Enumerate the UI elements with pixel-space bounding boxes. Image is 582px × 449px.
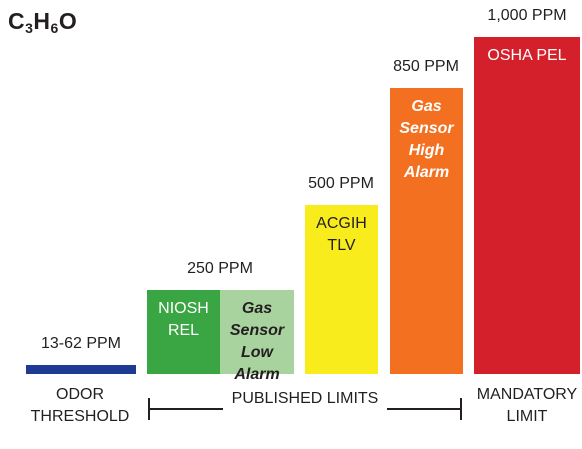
- category-label-mandatory-limit: MANDATORY LIMIT: [447, 384, 582, 428]
- bracket-right-tick: [460, 398, 462, 420]
- bar-gas-high: [390, 88, 463, 374]
- bar-text-line: Sensor: [229, 322, 285, 339]
- category-label-line: PUBLISHED LIMITS: [231, 390, 379, 407]
- bar-text-line: Low: [241, 344, 273, 361]
- bar-text-line: TLV: [327, 237, 356, 254]
- value-label-niosh: 250 PPM: [187, 260, 253, 277]
- bar-text-gas-high: Gas Sensor High Alarm: [390, 96, 463, 184]
- bar-text-niosh: NIOSH REL: [147, 298, 220, 342]
- category-label-published-limits: PUBLISHED LIMITS: [223, 388, 387, 410]
- value-label-gas-high: 850 PPM: [393, 58, 459, 75]
- bar-niosh: [147, 290, 220, 374]
- category-label-line: LIMIT: [506, 408, 548, 425]
- bar-text-line: Sensor: [399, 120, 454, 137]
- bar-text-line: Gas: [241, 300, 273, 317]
- bar-acgih: [305, 205, 378, 374]
- formula-c-subscript: 3: [25, 20, 34, 36]
- category-label-line: ODOR: [56, 386, 104, 403]
- bar-text-line: OSHA PEL: [487, 47, 567, 64]
- bar-osha: [474, 37, 580, 374]
- bar-text-line: ACGIH: [316, 215, 367, 232]
- formula-o: O: [58, 8, 78, 34]
- bar-text-acgih: ACGIH TLV: [305, 213, 378, 257]
- formula-h-subscript: 6: [50, 20, 59, 36]
- category-label-line: MANDATORY: [476, 386, 578, 403]
- bar-text-line: REL: [167, 322, 200, 339]
- formula-h: H: [33, 8, 51, 34]
- value-label-odor: 13-62 PPM: [40, 335, 122, 352]
- category-label-odor-threshold: ODOR THRESHOLD: [0, 384, 160, 428]
- bracket-left-tick: [148, 398, 150, 420]
- bar-odor: [26, 365, 136, 374]
- bar-text-line: NIOSH: [158, 300, 209, 317]
- bar-text-line: Alarm: [403, 164, 450, 181]
- bar-text-line: Gas: [411, 98, 442, 115]
- bar-text-line: Alarm: [234, 366, 280, 383]
- bar-text-gas-low: Gas Sensor Low Alarm: [220, 298, 294, 386]
- bar-gas-low: [220, 290, 294, 374]
- formula-c: C: [8, 8, 26, 34]
- value-label-osha: 1,000 PPM: [487, 7, 567, 24]
- bar-text-line: High: [408, 142, 445, 159]
- value-label-acgih: 500 PPM: [308, 175, 374, 192]
- chemical-formula-title: C3H6O: [8, 8, 77, 36]
- bar-text-osha: OSHA PEL: [474, 45, 580, 67]
- category-label-line: THRESHOLD: [30, 408, 130, 425]
